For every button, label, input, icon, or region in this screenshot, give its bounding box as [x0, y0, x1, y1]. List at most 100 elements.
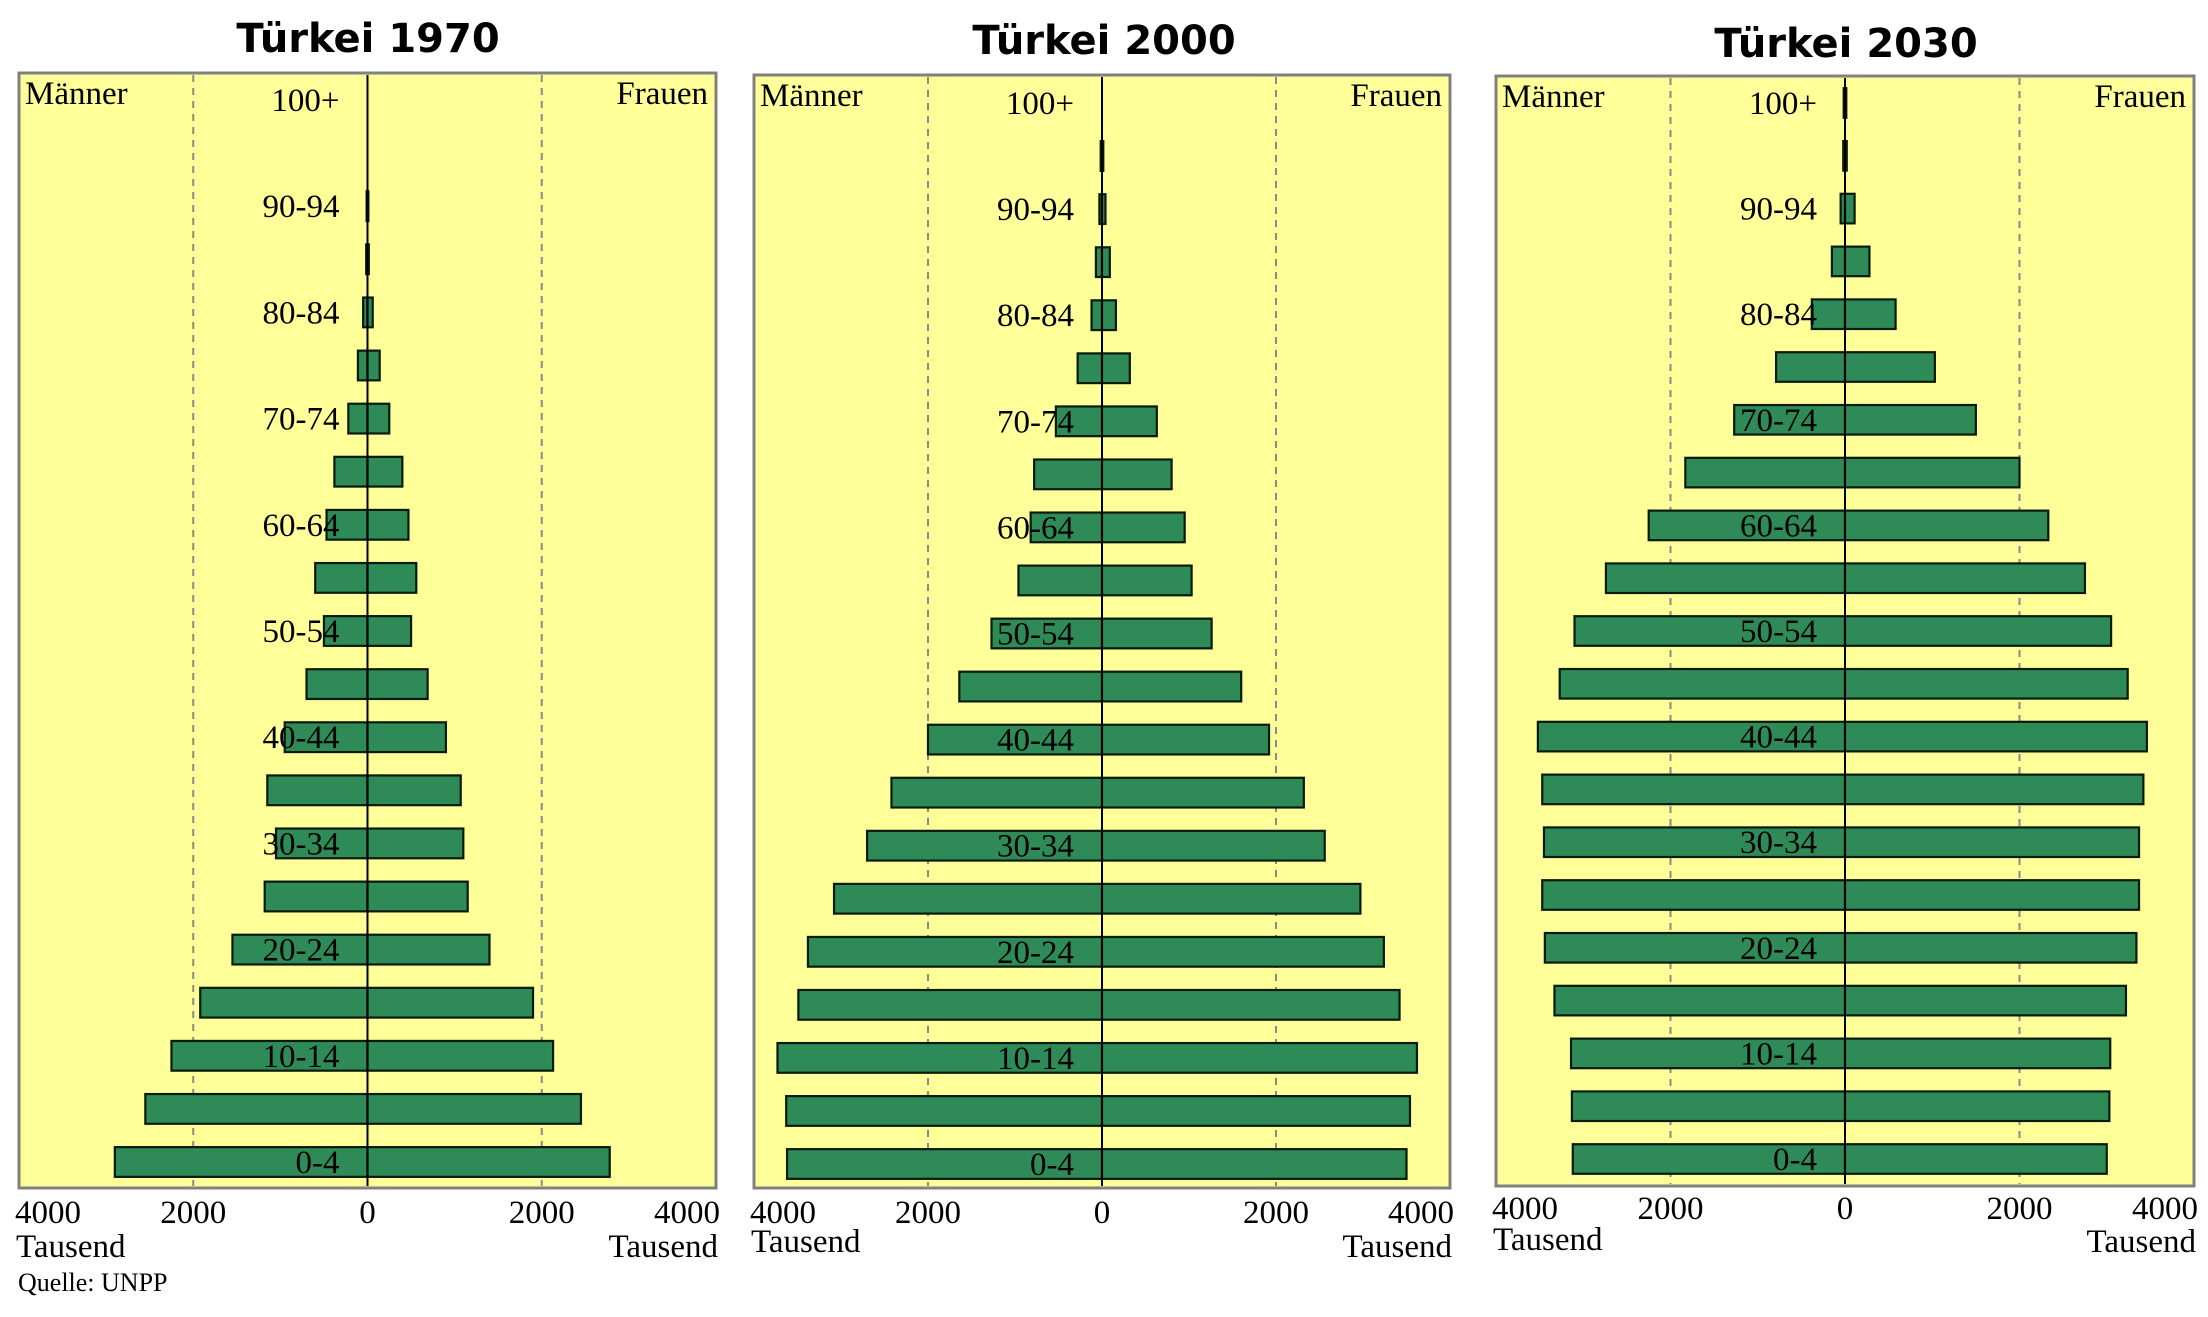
bar-female-90-94: [1843, 192, 1856, 225]
x-tick-label: 4000: [750, 1195, 816, 1231]
age-label: 70-74: [263, 402, 340, 438]
bar-female-20-24: [1100, 935, 1385, 968]
x-tick-label: 4000: [2132, 1191, 2198, 1227]
age-label: 30-34: [1740, 825, 1817, 861]
panel-title: Türkei 1970: [236, 16, 499, 62]
age-label: 60-64: [1740, 508, 1817, 544]
bar-male-35-39: [266, 774, 369, 807]
bar-male-80-84: [1090, 299, 1104, 332]
age-label: 60-64: [263, 508, 340, 544]
bar-female-5-9: [366, 1092, 583, 1125]
bar-female-35-39: [1100, 776, 1305, 809]
bar-female-60-64: [1100, 511, 1186, 544]
bar-male-75-79: [1774, 351, 1847, 383]
x-tick-label: 2000: [160, 1195, 226, 1231]
bar-male-60-64: [1029, 511, 1104, 544]
bar-female-0-4: [366, 1146, 611, 1178]
bar-male-75-79: [356, 349, 369, 382]
age-label: 60-64: [997, 510, 1074, 546]
age-label: 100+: [1749, 86, 1817, 122]
bar-female-45-49: [1843, 667, 2129, 700]
source-label: Quelle: UNPP: [18, 1268, 168, 1297]
bar-female-50-54: [366, 615, 413, 647]
bar-male-30-34: [1542, 826, 1847, 859]
bar-female-10-14: [1100, 1041, 1419, 1074]
age-label: 40-44: [1740, 720, 1817, 756]
bar-female-65-69: [366, 455, 404, 488]
age-label: 80-84: [263, 295, 340, 331]
bar-male-15-19: [797, 988, 1104, 1021]
bar-female-50-54: [1843, 615, 2113, 647]
panel-title: Türkei 2000: [972, 18, 1235, 64]
age-label: 20-24: [1740, 931, 1817, 967]
bar-male-85-89: [1830, 245, 1847, 278]
age-label: 90-94: [1740, 192, 1817, 228]
x-tick-label: 2000: [1243, 1195, 1309, 1231]
bar-female-80-84: [1843, 298, 1897, 331]
bar-female-70-74: [366, 402, 391, 435]
bar-female-25-29: [1843, 879, 2141, 911]
bar-male-55-59: [1017, 564, 1104, 597]
bar-female-10-14: [1843, 1037, 2112, 1070]
bar-female-35-39: [366, 774, 462, 807]
bar-female-5-9: [1100, 1094, 1412, 1127]
men-label: Männer: [760, 78, 863, 114]
bar-female-20-24: [366, 933, 491, 966]
bar-male-65-69: [1033, 458, 1104, 491]
age-label: 20-24: [997, 935, 1074, 971]
age-label: 40-44: [263, 720, 340, 756]
bar-male-40-44: [926, 723, 1104, 756]
bar-male-25-29: [263, 880, 369, 913]
age-label: 70-74: [997, 404, 1074, 440]
unit-label-right: Tausend: [1343, 1229, 1453, 1265]
bar-female-75-79: [1100, 352, 1131, 385]
pyramid-panel-3: Türkei 2030 0-4 10-14 20-24 30-34 40-44 50-54 6…: [1492, 21, 2198, 1260]
bar-male-30-34: [274, 827, 369, 860]
bar-male-40-44: [283, 721, 369, 754]
age-label: 80-84: [1740, 297, 1817, 333]
panel-title: Türkei 2030: [1714, 21, 1977, 67]
men-label: Männer: [1502, 79, 1605, 115]
bar-female-70-74: [1100, 405, 1158, 438]
bar-female-60-64: [1843, 509, 2050, 542]
bar-female-55-59: [366, 561, 418, 594]
unit-label-left: Tausend: [751, 1224, 861, 1260]
age-label: 0-4: [296, 1145, 340, 1181]
bar-female-75-79: [1843, 351, 1936, 383]
bar-male-55-59: [1604, 562, 1847, 595]
bar-male-30-34: [865, 829, 1104, 862]
women-label: Frauen: [1350, 78, 1442, 114]
bar-female-85-89: [1100, 246, 1111, 279]
bar-male-5-9: [785, 1094, 1104, 1127]
bar-female-55-59: [1100, 564, 1193, 597]
x-tick-label: 2000: [1987, 1191, 2053, 1227]
bar-male-70-74: [347, 402, 369, 435]
x-tick-label: 2000: [895, 1195, 961, 1231]
bar-male-5-9: [144, 1092, 369, 1125]
bar-female-35-39: [1843, 773, 2145, 806]
bar-female-75-79: [366, 349, 381, 382]
age-label: 50-54: [263, 614, 340, 650]
bar-male-50-54: [1573, 615, 1847, 647]
bar-male-25-29: [1541, 879, 1847, 911]
bar-female-0-4: [1843, 1143, 2108, 1175]
age-label: 30-34: [997, 829, 1074, 865]
men-label: Männer: [25, 76, 128, 112]
age-label: 10-14: [263, 1039, 340, 1075]
bar-female-5-9: [1843, 1090, 2111, 1123]
bar-female-30-34: [1843, 826, 2141, 859]
bar-male-45-49: [958, 670, 1104, 703]
bar-male-45-49: [1558, 667, 1847, 700]
age-label: 50-54: [997, 617, 1074, 653]
bar-female-30-34: [366, 827, 465, 860]
bar-male-65-69: [1684, 456, 1847, 489]
bar-female-20-24: [1843, 931, 2138, 964]
x-tick-label: 0: [1837, 1191, 1854, 1227]
bar-male-5-9: [1570, 1090, 1847, 1123]
bar-female-65-69: [1100, 458, 1173, 491]
pyramid-panel-2: Türkei 2000 0-4 10-14 20-24 30-34 40-44 50-54 6…: [750, 18, 1454, 1265]
age-label: 0-4: [1030, 1147, 1074, 1183]
x-tick-label: 0: [1094, 1195, 1111, 1231]
bar-male-0-4: [113, 1146, 369, 1178]
bar-female-40-44: [1843, 720, 2148, 753]
